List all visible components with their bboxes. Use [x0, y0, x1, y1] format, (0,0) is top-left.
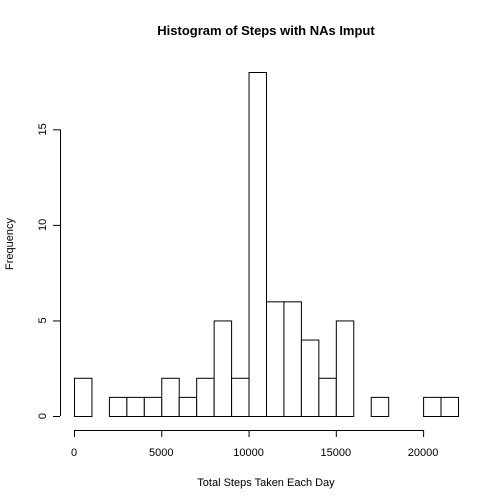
histogram-bar — [143, 396, 163, 417]
histogram-bar — [335, 320, 355, 418]
histogram-bar — [74, 377, 93, 417]
histogram-bar — [300, 339, 320, 417]
y-axis: 0 5 10 15 — [37, 123, 61, 419]
x-tick-label: 10000 — [233, 447, 264, 459]
x-tick-label: 5000 — [149, 447, 173, 459]
histogram-bar — [196, 377, 215, 417]
x-axis: 0 5000 10000 15000 20000 — [71, 430, 438, 459]
y-tick-label: 5 — [37, 317, 49, 323]
x-axis-label: Total Steps Taken Each Day — [197, 477, 335, 489]
histogram-bar — [440, 396, 459, 417]
x-tick-label: 15000 — [321, 447, 352, 459]
y-tick-label: 0 — [37, 413, 49, 419]
histogram-bar — [370, 396, 390, 417]
histogram-bar — [423, 396, 442, 417]
histogram-bar — [161, 377, 180, 417]
histogram-bar — [231, 377, 250, 417]
chart-title: Histogram of Steps with NAs Imput — [157, 23, 375, 38]
histogram-bar — [248, 72, 268, 417]
bars-group — [74, 72, 459, 418]
histogram-bar — [108, 396, 128, 417]
x-tick-label: 20000 — [408, 447, 439, 459]
histogram-bar — [126, 396, 145, 417]
histogram-bar — [178, 396, 198, 417]
y-tick-label: 10 — [37, 219, 49, 231]
histogram-bar — [283, 301, 302, 418]
y-tick-label: 15 — [37, 123, 49, 135]
x-tick-label: 0 — [71, 447, 77, 459]
histogram-bar — [266, 301, 285, 418]
histogram-bar — [318, 377, 337, 417]
y-axis-label: Frequency — [4, 218, 16, 270]
histogram-bar — [213, 320, 233, 418]
